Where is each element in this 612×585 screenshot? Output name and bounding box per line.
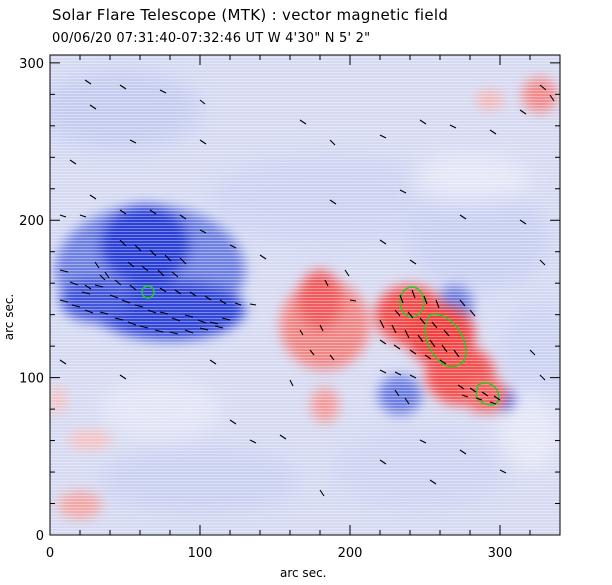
y-tick-label: 300 (19, 57, 44, 72)
x-axis-label: arc sec. (280, 566, 327, 580)
x-tick-label: 100 (188, 546, 213, 561)
magnetogram-image (50, 55, 560, 535)
vector-field (59, 79, 555, 497)
x-tick-label: 300 (488, 546, 513, 561)
axis-ticks (49, 55, 561, 536)
plot-frame (49, 54, 561, 536)
axis-tick-labels: 0 100 200 300 0 100 200 300 (19, 57, 512, 561)
figure-subtitle: 00/06/20 07:31:40-07:32:46 UT W 4'30" N … (52, 31, 371, 46)
x-tick-label: 0 (46, 546, 54, 561)
figure-title: Solar Flare Telescope (MTK) : vector mag… (52, 6, 449, 24)
y-axis-label: arc sec. (2, 293, 17, 341)
y-tick-label: 200 (19, 214, 44, 229)
y-tick-label: 100 (19, 372, 44, 387)
x-tick-label: 200 (338, 546, 363, 561)
y-tick-label: 0 (36, 529, 44, 544)
